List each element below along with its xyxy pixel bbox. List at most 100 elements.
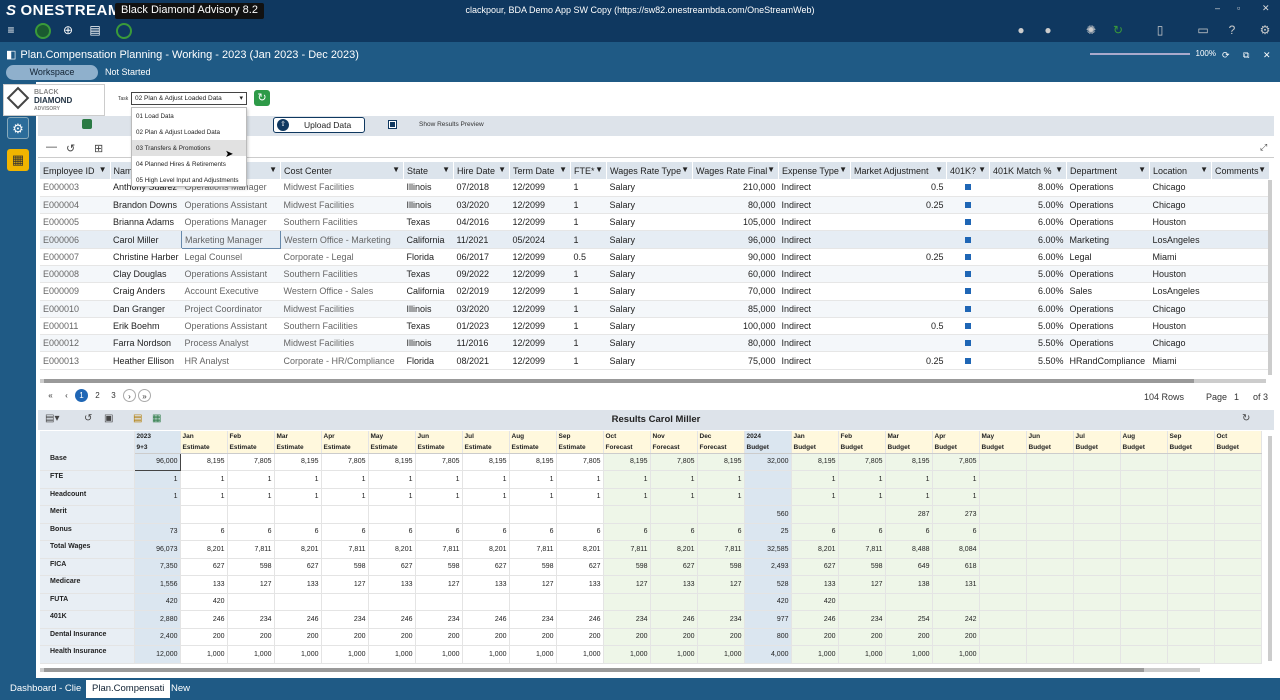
result-cell[interactable]: 2,880: [134, 610, 181, 629]
result-cell[interactable]: 8,084: [932, 540, 980, 559]
result-cell[interactable]: [1214, 523, 1262, 541]
refresh-button[interactable]: ↻: [254, 90, 270, 106]
tab-dashboard[interactable]: Dashboard - Clie: [10, 683, 82, 694]
table-cell[interactable]: [946, 248, 990, 266]
result-cell[interactable]: 1,000: [650, 645, 698, 664]
table-cell[interactable]: Salary: [606, 248, 693, 266]
table-cell[interactable]: [1211, 300, 1270, 318]
first-page-icon[interactable]: «: [48, 391, 53, 400]
result-cell[interactable]: 1: [462, 470, 510, 489]
table-cell[interactable]: Salary: [606, 282, 693, 301]
table-cell[interactable]: Dan Granger: [110, 300, 182, 318]
table-cell[interactable]: Operations Assistant: [181, 317, 281, 336]
table-cell[interactable]: Southern Facilities: [280, 317, 404, 336]
table-cell[interactable]: 1: [570, 265, 607, 284]
table-cell[interactable]: Salary: [606, 196, 693, 215]
restore-icon[interactable]: ▫: [1237, 3, 1241, 13]
table-cell[interactable]: Texas: [403, 317, 454, 336]
table-cell[interactable]: 5.00%: [989, 265, 1067, 284]
result-cell[interactable]: [1073, 575, 1121, 594]
table-cell[interactable]: 5.00%: [989, 317, 1067, 336]
result-cell[interactable]: 1,000: [227, 645, 275, 664]
result-cell[interactable]: 32,585: [744, 540, 792, 559]
result-cell[interactable]: 246: [274, 610, 322, 629]
table-cell[interactable]: E000011: [40, 317, 110, 336]
table-cell[interactable]: Heather Ellison: [110, 351, 182, 370]
result-cell[interactable]: 273: [932, 505, 980, 524]
table-cell[interactable]: Salary: [606, 300, 693, 318]
expand-icon[interactable]: ⤢: [1260, 142, 1268, 152]
table-cell[interactable]: Houston: [1149, 213, 1212, 232]
column-header[interactable]: 401K? ▼: [946, 162, 991, 179]
result-cell[interactable]: 133: [368, 575, 416, 594]
table-cell[interactable]: [946, 265, 990, 284]
excel-icon[interactable]: ▦: [152, 413, 162, 424]
processing-icon[interactable]: ✺: [1085, 23, 1097, 37]
result-cell[interactable]: [1167, 523, 1215, 541]
result-cell[interactable]: 1: [885, 488, 933, 506]
table-cell[interactable]: Indirect: [778, 179, 851, 197]
minimize-icon[interactable]: –: [1215, 3, 1221, 13]
results-refresh-icon[interactable]: ↻: [1242, 413, 1251, 424]
table-row[interactable]: E000005 Brianna Adams Operations Manager So…: [40, 213, 1270, 232]
result-cell[interactable]: 1: [415, 488, 463, 506]
gear-icon[interactable]: ⚙: [7, 117, 29, 139]
table-cell[interactable]: Brandon Downs: [110, 196, 182, 215]
result-cell[interactable]: [1214, 645, 1262, 664]
task-option[interactable]: 03 Transfers & Promotions: [132, 140, 246, 156]
page-button[interactable]: 1: [75, 389, 88, 402]
result-cell[interactable]: 246: [368, 610, 416, 629]
result-cell[interactable]: [603, 505, 651, 524]
table-cell[interactable]: Midwest Facilities: [280, 196, 404, 215]
result-cell[interactable]: 7,805: [838, 453, 886, 471]
result-cell[interactable]: [1214, 505, 1262, 524]
result-cell[interactable]: 7,811: [509, 540, 557, 559]
result-cell[interactable]: [838, 505, 886, 524]
result-cell[interactable]: 200: [462, 628, 510, 646]
result-cell[interactable]: 8,195: [791, 453, 839, 471]
table-cell[interactable]: 80,000: [692, 334, 779, 353]
table-cell[interactable]: [1211, 179, 1270, 197]
result-cell[interactable]: 420: [180, 593, 228, 611]
status-icon[interactable]: [116, 23, 132, 39]
table-cell[interactable]: 04/2016: [453, 213, 510, 232]
next-page-icon[interactable]: ›: [123, 389, 136, 402]
table-cell[interactable]: E000006: [40, 230, 110, 249]
result-cell[interactable]: 8,195: [603, 453, 651, 471]
column-header[interactable]: State ▼: [403, 162, 455, 179]
table-cell[interactable]: Houston: [1149, 317, 1212, 336]
result-cell[interactable]: 7,805: [415, 453, 463, 471]
filter-icon[interactable]: ▼: [442, 165, 451, 174]
table-cell[interactable]: Process Analyst: [181, 334, 281, 353]
last-page-icon[interactable]: »: [138, 389, 151, 402]
result-cell[interactable]: [509, 593, 557, 611]
table-cell[interactable]: Salary: [606, 317, 693, 336]
table-cell[interactable]: 90,000: [692, 248, 779, 266]
checkbox-icon[interactable]: [965, 219, 972, 226]
result-cell[interactable]: [1120, 523, 1168, 541]
table-cell[interactable]: E000005: [40, 213, 110, 232]
table-cell[interactable]: Erik Boehm: [110, 317, 182, 336]
result-cell[interactable]: [1120, 453, 1168, 471]
table-cell[interactable]: California: [403, 282, 454, 301]
table-cell[interactable]: 07/2018: [453, 179, 510, 197]
checkbox-icon[interactable]: [965, 253, 972, 260]
result-cell[interactable]: 627: [368, 558, 416, 576]
table-cell[interactable]: Miami: [1149, 248, 1212, 266]
result-cell[interactable]: 1,000: [885, 645, 933, 664]
result-cell[interactable]: [1167, 593, 1215, 611]
table-cell[interactable]: 5.50%: [989, 351, 1067, 370]
result-cell[interactable]: 200: [227, 628, 275, 646]
result-cell[interactable]: 6: [885, 523, 933, 541]
table-cell[interactable]: Operations: [1066, 265, 1150, 284]
table-row[interactable]: E000009 Craig Anders Account Executive West…: [40, 282, 1270, 301]
result-cell[interactable]: [979, 470, 1027, 489]
checkbox-icon[interactable]: [965, 340, 972, 347]
result-cell[interactable]: [1214, 558, 1262, 576]
result-cell[interactable]: [838, 593, 886, 611]
column-header[interactable]: Market Adjustment ▼: [850, 162, 948, 179]
zoom-slider[interactable]: [1090, 53, 1190, 55]
table-cell[interactable]: Indirect: [778, 334, 851, 353]
result-cell[interactable]: 7,811: [321, 540, 369, 559]
table-row[interactable]: E000012 Farra Nordson Process Analyst Midwe…: [40, 334, 1270, 353]
